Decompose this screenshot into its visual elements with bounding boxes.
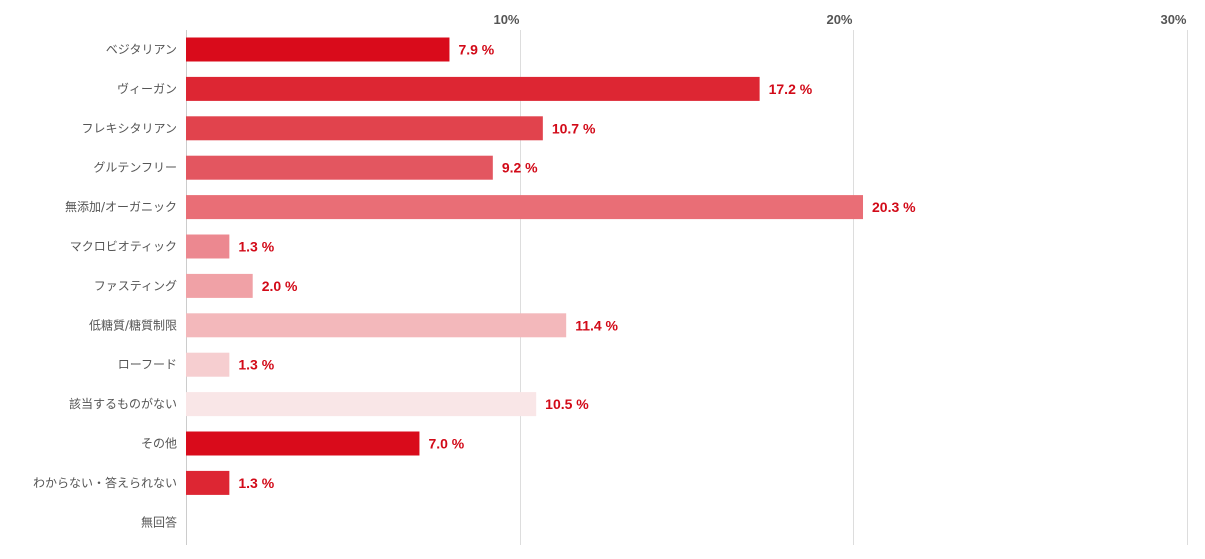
data-label: 17.2 % xyxy=(769,81,813,97)
data-label: 11.4 % xyxy=(575,317,618,333)
bar xyxy=(186,37,450,62)
data-label: 20.3 % xyxy=(872,199,916,215)
x-tick-label: 10% xyxy=(493,12,519,27)
category-label: 無添加/オーガニック xyxy=(65,199,177,214)
category-label: ローフード xyxy=(118,358,177,372)
category-label: その他 xyxy=(141,437,177,451)
bar xyxy=(186,352,230,377)
x-tick-label: 30% xyxy=(1160,12,1186,27)
data-label: 2.0 % xyxy=(262,278,298,294)
category-label: ベジタリアン xyxy=(106,43,177,57)
data-label: 10.7 % xyxy=(552,120,596,136)
bar xyxy=(186,313,567,338)
bar xyxy=(186,116,543,141)
category-label: グルテンフリー xyxy=(93,161,177,175)
category-label: わからない・答えられない xyxy=(33,475,177,490)
data-label: 1.3 % xyxy=(238,357,274,373)
x-tick-label: 20% xyxy=(826,12,852,27)
bar xyxy=(186,392,537,417)
category-label: 無回答 xyxy=(141,514,177,529)
data-label: 9.2 % xyxy=(502,160,538,176)
category-label: ヴィーガン xyxy=(117,81,177,96)
category-label: マクロビオティック xyxy=(70,240,177,254)
category-label: 該当するものがない xyxy=(69,396,177,411)
bar xyxy=(186,195,864,220)
category-label: 低糖質/糖質制限 xyxy=(89,317,177,332)
data-label: 1.3 % xyxy=(238,475,274,491)
bar xyxy=(186,76,760,101)
bar xyxy=(186,234,230,259)
category-label: ファスティング xyxy=(94,279,177,293)
bar xyxy=(186,273,253,298)
bar xyxy=(186,470,230,495)
data-label: 1.3 % xyxy=(238,239,274,255)
bar xyxy=(186,155,493,180)
data-label: 10.5 % xyxy=(545,396,589,412)
bar xyxy=(186,431,420,456)
category-label: フレキシタリアン xyxy=(81,121,177,135)
data-label: 7.0 % xyxy=(428,436,464,452)
data-label: 7.9 % xyxy=(458,42,494,58)
